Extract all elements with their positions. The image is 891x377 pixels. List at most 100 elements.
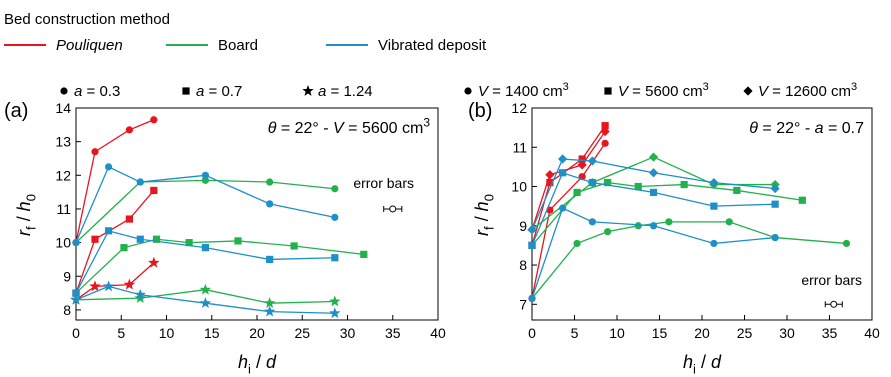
- x-tick-label: 15: [204, 325, 220, 341]
- series-a: [70, 116, 368, 319]
- data-point: [604, 228, 612, 236]
- legend-label-pouliquen: Pouliquen: [56, 37, 123, 54]
- marker-legend-label: V = 1400 cm3​: [478, 81, 569, 100]
- data-point: [266, 200, 274, 208]
- data-point: [527, 225, 537, 235]
- series-line: [75, 190, 155, 294]
- data-point: [601, 122, 609, 130]
- marker-legend-symbol: [743, 86, 753, 96]
- panel-label-b: (b): [468, 100, 492, 122]
- data-point: [842, 239, 851, 248]
- plot-area-a: [75, 107, 439, 321]
- data-point: [331, 213, 339, 221]
- data-point: [601, 139, 609, 147]
- marker-legend-symbol: [464, 87, 472, 95]
- error-bars-label-a: error bars: [353, 175, 414, 191]
- x-tick-label: 30: [779, 325, 795, 341]
- data-point: [546, 178, 554, 187]
- data-point: [665, 218, 673, 226]
- data-point: [559, 169, 567, 177]
- series-line: [75, 179, 335, 244]
- series: [72, 163, 339, 247]
- data-point: [588, 218, 596, 226]
- data-point: [528, 241, 536, 250]
- marker-legend-item: V = 12600 cm3​: [743, 81, 857, 100]
- data-point: [136, 235, 144, 243]
- series-line: [75, 166, 335, 243]
- legend-methods: Pouliquen Board Vibrated deposit: [4, 37, 487, 54]
- panel-a: a = 0.3 a = 0.7 a = 1.24 (a) 0 5 10 15 20 25 30 3…: [4, 83, 446, 376]
- series-b: [527, 122, 851, 303]
- data-point: [600, 126, 610, 137]
- legend-title: Bed construction method: [4, 11, 170, 28]
- series-line: [531, 207, 776, 299]
- data-point: [331, 254, 339, 262]
- marker-legend-symbol: [60, 87, 68, 95]
- data-point: [573, 188, 581, 197]
- series: [72, 227, 339, 297]
- condition-a: θ = 22° - V = 5600 cm3​: [268, 116, 431, 137]
- y-tick-label: 10: [55, 235, 71, 251]
- y-tick-label: 9: [519, 218, 527, 234]
- error-bar-a: [383, 205, 403, 213]
- data-point: [199, 297, 212, 309]
- series: [70, 280, 341, 319]
- x-axis-label-b: hi​ / d: [683, 352, 722, 376]
- data-point: [710, 202, 718, 210]
- series: [528, 169, 779, 250]
- y-tick-label: 11: [512, 139, 527, 155]
- data-point: [123, 278, 136, 290]
- x-tick-label: 25: [737, 325, 753, 341]
- data-point: [360, 250, 368, 258]
- data-point: [70, 293, 82, 305]
- data-point: [710, 239, 718, 248]
- marker-legend-symbol: [604, 87, 612, 95]
- y-tick-label: 12: [55, 167, 71, 183]
- data-point: [709, 177, 719, 188]
- data-point: [150, 186, 158, 195]
- marker-legend-item: a = 0.7: [182, 83, 242, 100]
- data-point: [125, 215, 133, 223]
- data-point: [558, 154, 568, 164]
- x-tick-label: 10: [609, 325, 625, 341]
- y-tick-label: 12: [511, 100, 527, 116]
- data-point: [104, 227, 113, 235]
- x-tick-label: 0: [72, 325, 80, 341]
- data-point: [134, 288, 146, 300]
- data-point: [150, 116, 158, 124]
- data-point: [771, 233, 779, 242]
- x-tick-label: 40: [864, 325, 880, 341]
- x-tick-label: 20: [249, 325, 265, 341]
- series-line: [75, 285, 335, 314]
- data-point: [152, 235, 161, 243]
- y-axis-label-b: rf​ / h0​: [472, 194, 496, 236]
- data-point: [136, 178, 144, 186]
- data-point: [733, 186, 741, 195]
- panel-b: V = 1400 cm3​ V = 5600 cm3​ V = 12600 cm3​…: [464, 81, 880, 376]
- data-point: [528, 294, 536, 303]
- data-point: [331, 185, 339, 193]
- error-bar-b: [824, 300, 843, 308]
- data-point: [648, 168, 659, 178]
- marker-legend-a: a = 0.3 a = 0.7 a = 1.24: [60, 83, 373, 100]
- data-point: [234, 237, 242, 245]
- y-tick-label: 10: [511, 179, 527, 195]
- data-point: [577, 160, 587, 170]
- series: [528, 218, 851, 303]
- data-point: [588, 178, 596, 187]
- marker-legend-label: V = 5600 cm3​: [618, 81, 709, 100]
- data-point: [680, 180, 688, 189]
- y-axis-label-a: rf​ / h0​: [14, 194, 38, 236]
- data-point: [201, 244, 210, 252]
- series: [527, 154, 780, 235]
- x-tick-label: 30: [340, 325, 356, 341]
- data-point: [148, 256, 160, 268]
- series-line: [531, 221, 847, 299]
- series: [528, 139, 609, 303]
- marker-legend-label: a = 0.3: [74, 83, 120, 100]
- axes-b: 0 5 10 15 20 25 30 35 40 7 8 9 10 11 12: [511, 100, 880, 341]
- data-point: [201, 176, 210, 184]
- series-line: [531, 171, 776, 246]
- data-point: [587, 156, 597, 166]
- data-point: [649, 222, 658, 230]
